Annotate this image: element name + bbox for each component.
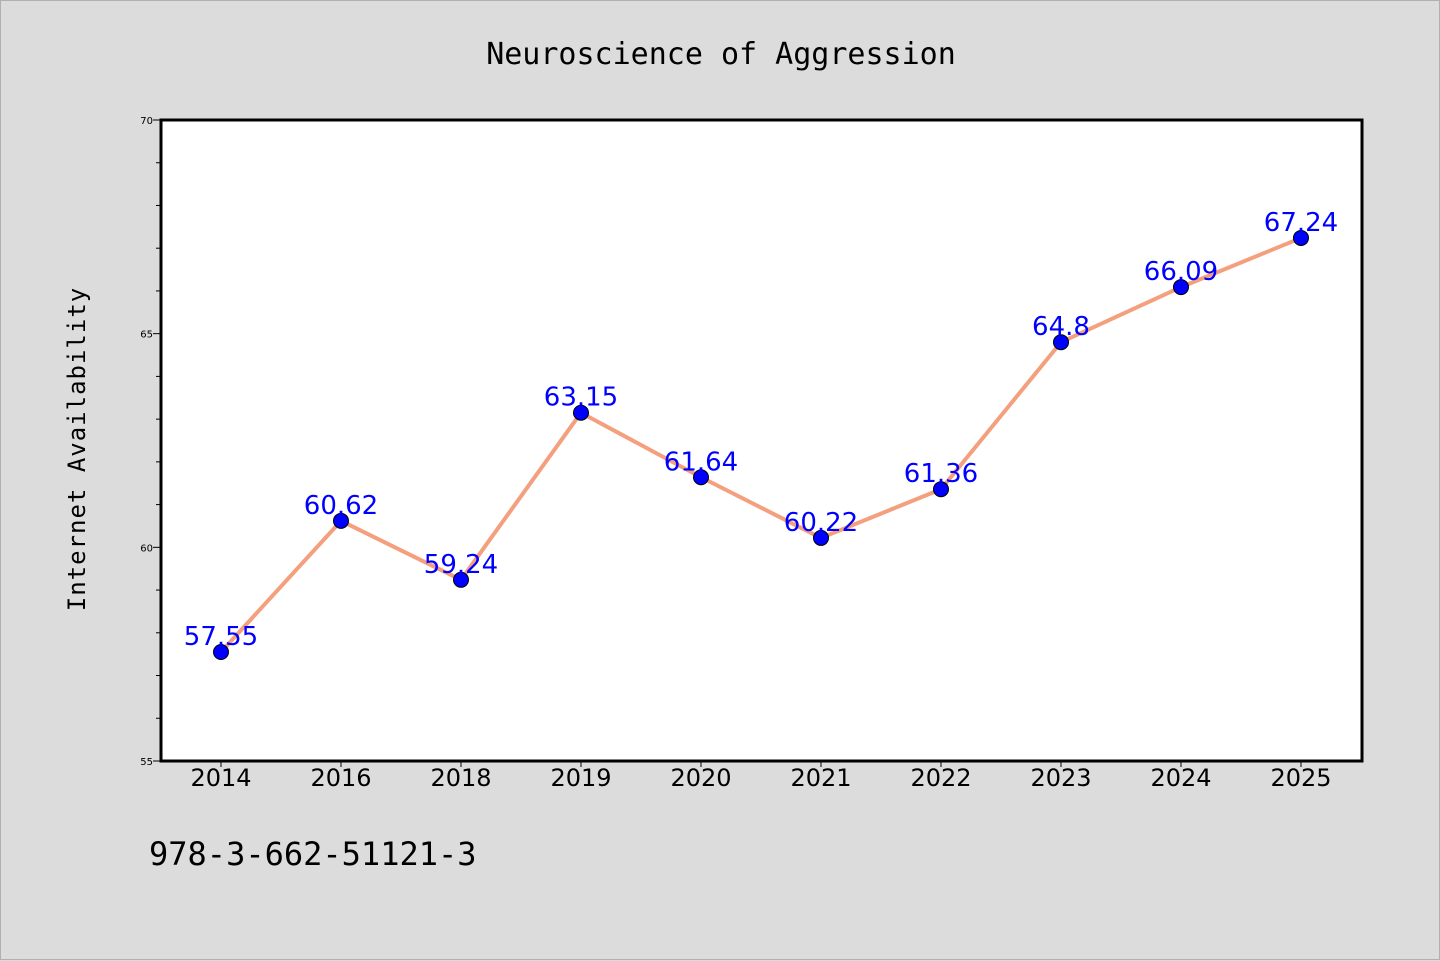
data-point [573,404,589,421]
x-tick-label: 2025 [1270,764,1331,792]
data-label: 61.36 [904,459,978,489]
x-tick-label: 2022 [910,764,971,792]
data-point [813,529,829,546]
data-label: 60.62 [304,491,378,521]
y-tick-label: 60 [140,543,153,554]
y-tick-label: 55 [140,757,153,768]
y-tick-label: 70 [140,116,153,127]
data-point [933,481,949,498]
data-label: 59.24 [424,550,498,580]
data-point [693,469,709,486]
isbn-footer: 978-3-662-51121-3 [149,835,477,873]
data-label: 64.8 [1032,312,1090,342]
data-label: 63.15 [544,383,618,413]
data-label: 66.09 [1144,257,1218,287]
x-tick-label: 2024 [1150,764,1211,792]
data-point [333,512,349,529]
data-label: 57.55 [184,622,258,652]
data-point [1173,279,1189,296]
y-axis-ticks: 55 60 65 70 [140,116,161,768]
x-tick-label: 2019 [550,764,611,792]
x-tick-label: 2018 [430,764,491,792]
data-point [453,571,469,588]
data-label: 61.64 [664,447,738,477]
data-label: 60.22 [784,508,858,538]
y-axis-label: Internet Availability [63,287,91,611]
plot-area [159,118,1364,763]
chart-title: Neuroscience of Aggression [486,37,956,72]
data-labels: 57.55 60.62 59.24 63.15 61.64 60.22 61.36 64.8 6… [184,208,1338,652]
y-tick-label: 65 [140,330,153,341]
x-tick-label: 2016 [310,764,371,792]
series-line-group [219,235,1303,655]
data-point [1053,334,1069,351]
x-tick-label: 2021 [790,764,851,792]
series-line [219,235,1303,655]
x-tick-label: 2020 [670,764,731,792]
data-points [213,229,1309,661]
x-axis-ticks: 2014 2016 2018 2019 2020 2021 2022 2023 2024 2025 [190,761,1332,792]
data-label: 67.24 [1264,208,1338,238]
x-tick-label: 2023 [1030,764,1091,792]
data-point [213,644,229,661]
x-tick-label: 2014 [190,764,251,792]
data-point [1293,229,1309,246]
